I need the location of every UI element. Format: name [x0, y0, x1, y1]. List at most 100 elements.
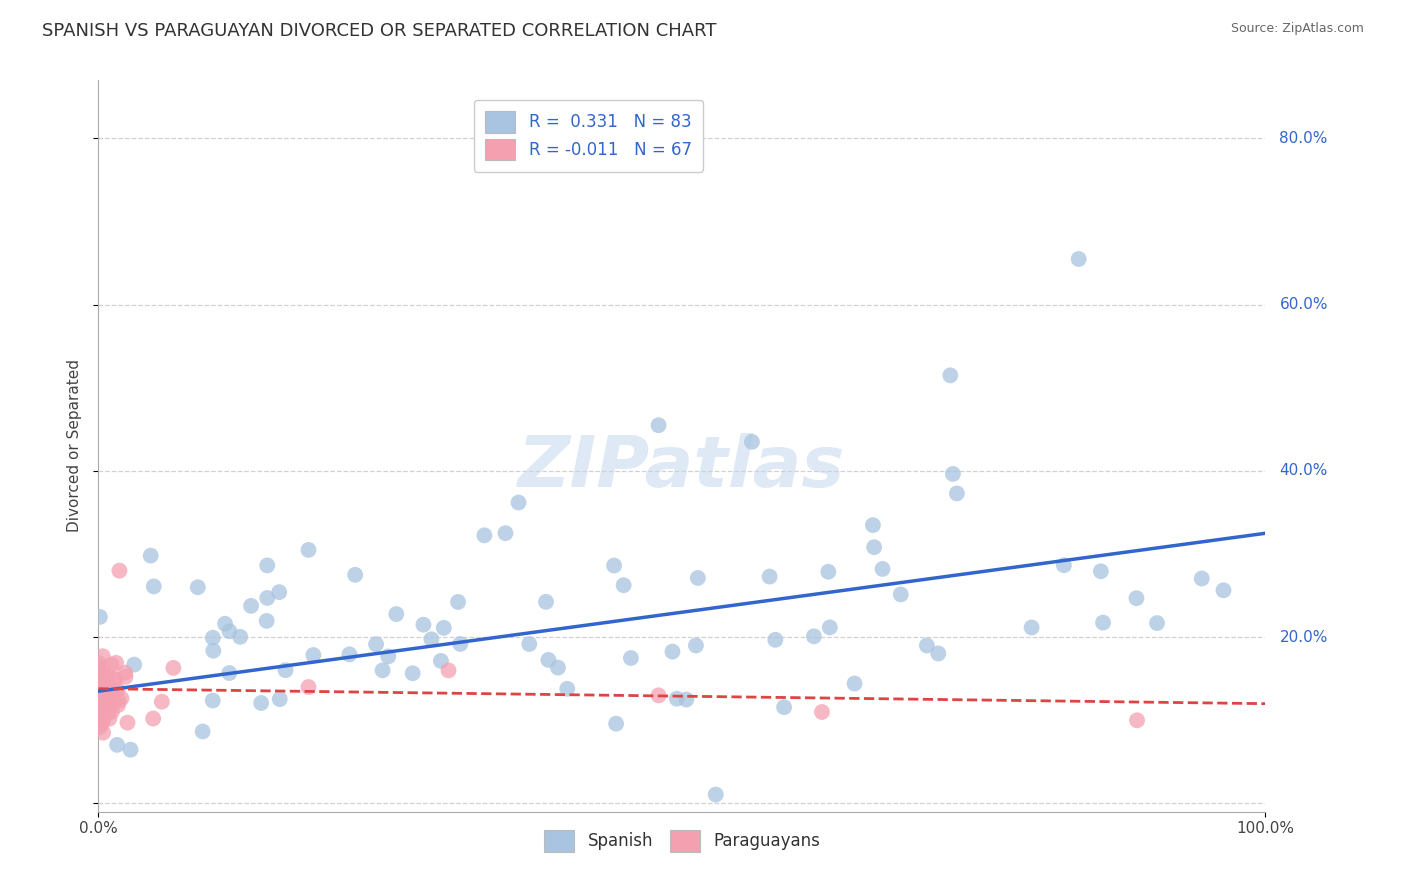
Point	[818, 620, 841, 634]
Point	[114, 665, 136, 680]
Point	[364, 637, 387, 651]
Point	[412, 617, 434, 632]
Point	[91, 667, 114, 681]
Point	[1067, 252, 1090, 266]
Point	[114, 670, 136, 684]
Point	[495, 526, 517, 541]
Point	[91, 696, 114, 710]
Point	[87, 670, 110, 684]
Point	[256, 614, 278, 628]
Point	[187, 580, 209, 594]
Point	[98, 699, 121, 714]
Point	[274, 663, 297, 677]
Point	[94, 706, 117, 720]
Point	[447, 595, 470, 609]
Point	[661, 645, 683, 659]
Point	[437, 664, 460, 678]
Point	[377, 649, 399, 664]
Point	[150, 695, 173, 709]
Point	[401, 666, 423, 681]
Point	[863, 540, 886, 554]
Point	[665, 691, 688, 706]
Point	[218, 666, 240, 681]
Point	[385, 607, 408, 621]
Point	[105, 738, 128, 752]
Point	[344, 567, 367, 582]
Point	[87, 661, 110, 675]
Point	[122, 657, 145, 672]
Point	[98, 703, 121, 717]
Point	[685, 639, 707, 653]
Point	[942, 467, 965, 481]
Point	[104, 672, 127, 686]
Point	[605, 716, 627, 731]
Point	[91, 688, 114, 702]
Point	[603, 558, 626, 573]
Text: 40.0%: 40.0%	[1279, 464, 1327, 478]
Point	[97, 683, 120, 698]
Point	[534, 595, 557, 609]
Point	[297, 680, 319, 694]
Point	[120, 742, 142, 756]
Point	[93, 690, 115, 704]
Point	[1126, 714, 1149, 728]
Point	[87, 711, 110, 725]
Point	[862, 518, 884, 533]
Point	[93, 711, 115, 725]
Text: Source: ZipAtlas.com: Source: ZipAtlas.com	[1230, 22, 1364, 36]
Point	[1191, 572, 1213, 586]
Point	[101, 705, 124, 719]
Point	[297, 542, 319, 557]
Text: ZIPatlas: ZIPatlas	[519, 434, 845, 502]
Point	[433, 621, 456, 635]
Legend: Spanish, Paraguayans: Spanish, Paraguayans	[537, 823, 827, 858]
Point	[240, 599, 263, 613]
Point	[927, 647, 949, 661]
Point	[96, 693, 118, 707]
Point	[91, 701, 114, 715]
Point	[91, 649, 114, 664]
Point	[229, 630, 252, 644]
Point	[420, 632, 443, 647]
Point	[647, 689, 669, 703]
Point	[87, 686, 110, 700]
Point	[110, 691, 132, 706]
Point	[449, 637, 471, 651]
Point	[87, 656, 110, 670]
Text: SPANISH VS PARAGUAYAN DIVORCED OR SEPARATED CORRELATION CHART: SPANISH VS PARAGUAYAN DIVORCED OR SEPARA…	[42, 22, 717, 40]
Point	[91, 716, 114, 731]
Point	[890, 587, 912, 601]
Point	[946, 486, 969, 500]
Point	[87, 663, 110, 677]
Point	[339, 648, 361, 662]
Point	[675, 692, 697, 706]
Point	[105, 656, 128, 670]
Point	[87, 662, 110, 676]
Point	[508, 495, 530, 509]
Point	[89, 678, 111, 692]
Point	[87, 675, 110, 690]
Point	[517, 637, 540, 651]
Point	[91, 725, 114, 739]
Point	[202, 643, 225, 657]
Point	[214, 616, 236, 631]
Point	[758, 569, 780, 583]
Point	[250, 696, 273, 710]
Point	[107, 698, 129, 712]
Point	[555, 681, 578, 696]
Point	[474, 528, 496, 542]
Point	[371, 663, 394, 677]
Point	[107, 683, 129, 698]
Point	[191, 724, 214, 739]
Point	[537, 653, 560, 667]
Point	[763, 632, 786, 647]
Point	[939, 368, 962, 383]
Text: 80.0%: 80.0%	[1279, 131, 1327, 146]
Point	[90, 691, 112, 706]
Text: 20.0%: 20.0%	[1279, 630, 1327, 645]
Point	[100, 690, 122, 704]
Point	[817, 565, 839, 579]
Point	[803, 629, 825, 643]
Point	[98, 689, 121, 703]
Point	[430, 654, 453, 668]
